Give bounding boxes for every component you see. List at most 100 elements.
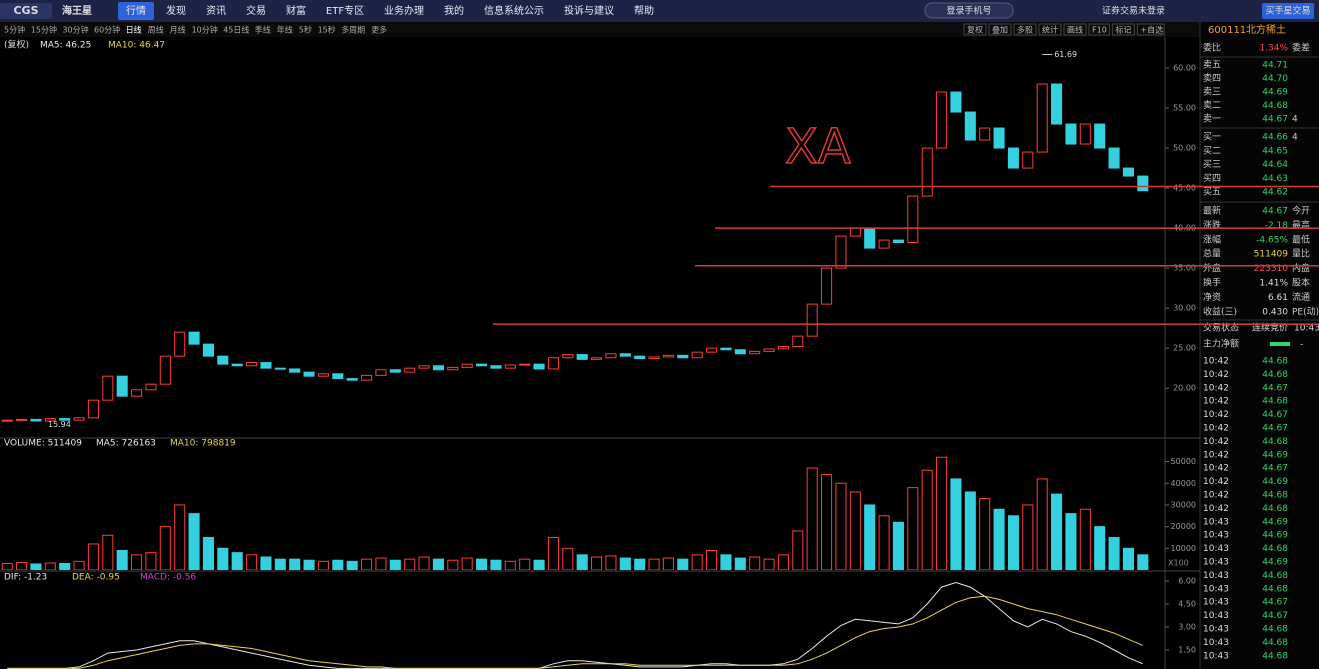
candle [1007, 147, 1019, 169]
tool-label[interactable]: 叠加 [992, 25, 1008, 35]
trade-status: 证券交易未登录 [1102, 5, 1165, 17]
y-tick-label: 25.00 [1173, 344, 1196, 353]
period-option[interactable]: 日线 [126, 25, 142, 35]
tool-button[interactable] [1088, 23, 1110, 36]
volume-bar [490, 559, 502, 570]
y-tick-label: 35.00 [1173, 264, 1196, 273]
volume-bar [979, 497, 991, 570]
volume-bar [1065, 513, 1077, 570]
nav-item[interactable]: 发现 [166, 4, 186, 17]
nav-item[interactable]: 帮助 [634, 4, 654, 17]
legend-entry: DEA: -0.95 [72, 573, 120, 583]
tick-price: 44.69 [1262, 558, 1288, 568]
period-option[interactable]: 5分钟 [4, 25, 25, 35]
volume-bar [174, 504, 186, 570]
nav-item[interactable]: 我的 [444, 4, 464, 17]
candle [1, 419, 13, 422]
volume-bar [936, 456, 948, 570]
tool-button[interactable] [1013, 23, 1037, 36]
nav-item[interactable]: 信息系统公示 [484, 4, 544, 17]
candle [432, 365, 444, 371]
tick-price: 44.68 [1262, 544, 1288, 554]
candle [691, 351, 703, 359]
nav-active [118, 2, 154, 20]
period-option[interactable]: 多周期 [341, 25, 365, 35]
volume-bar [792, 530, 804, 570]
volume-bar [116, 549, 128, 570]
volume-bar [131, 554, 143, 570]
candle [634, 355, 646, 360]
ask-level-value: 44.71 [1262, 61, 1288, 71]
phone-placeholder[interactable]: 登录手机号 [946, 5, 991, 17]
tick-time: 10:42 [1203, 450, 1229, 460]
app-name[interactable]: 海王星 [62, 4, 92, 17]
nav-item[interactable]: 财富 [286, 4, 306, 17]
candle [648, 356, 660, 360]
period-option[interactable]: 5秒 [299, 25, 312, 35]
nav-item[interactable]: 资讯 [206, 5, 226, 17]
tool-label[interactable]: +自选 [1140, 25, 1163, 35]
volume-bar [821, 474, 833, 570]
tool-label[interactable]: 多股 [1017, 25, 1033, 35]
tick-time: 10:42 [1203, 357, 1229, 367]
candle [231, 363, 243, 367]
volume-bar [864, 504, 876, 570]
nav-item[interactable]: 交易 [246, 4, 266, 17]
tool-button[interactable] [1038, 23, 1062, 36]
nav-item[interactable]: 业务办理 [384, 4, 424, 17]
tool-label[interactable]: 统计 [1042, 25, 1058, 35]
candle [763, 348, 775, 352]
candle [1022, 151, 1034, 169]
trade-button[interactable] [1262, 3, 1314, 19]
tool-button[interactable] [1136, 23, 1165, 36]
volume-bar [59, 562, 71, 570]
tool-button[interactable] [988, 23, 1012, 36]
period-option[interactable]: 年线 [277, 25, 293, 35]
trade-button-label[interactable]: 买手星交易 [1265, 5, 1310, 17]
bid-level-value: 44.66 [1262, 133, 1288, 143]
tool-label[interactable]: 标记 [1115, 25, 1131, 35]
candle [102, 375, 114, 401]
candle [964, 111, 976, 141]
period-option[interactable]: 15秒 [318, 25, 336, 35]
candle [317, 373, 329, 377]
candle [533, 363, 545, 370]
candle [260, 362, 272, 369]
tool-label[interactable]: 复权 [967, 25, 983, 35]
period-option[interactable]: 月线 [170, 25, 186, 35]
tool-button[interactable] [1111, 23, 1135, 36]
candle [389, 369, 401, 373]
stat-value: 6.61 [1268, 293, 1288, 303]
nav-item[interactable]: 行情 [126, 4, 146, 17]
period-option[interactable]: 季线 [255, 25, 271, 35]
volume-bar [188, 513, 200, 570]
period-option[interactable]: 周线 [148, 25, 164, 35]
volume-bar [1022, 504, 1034, 570]
tool-button[interactable] [1063, 23, 1087, 36]
tick-time: 10:42 [1203, 464, 1229, 474]
period-option[interactable]: 60分钟 [94, 25, 120, 35]
nav-item[interactable]: ETF专区 [326, 4, 364, 17]
bid-level-label: 买三 [1203, 159, 1221, 170]
volume-bar [389, 559, 401, 570]
tick-price: 44.68 [1262, 437, 1288, 447]
tool-button[interactable] [963, 23, 987, 36]
candle [605, 353, 617, 359]
tick-price: 44.68 [1262, 397, 1288, 407]
period-option[interactable]: 15分钟 [31, 25, 57, 35]
volume-bar [418, 556, 430, 570]
stat-extra: 最低 [1292, 233, 1310, 245]
volume-bar [964, 491, 976, 570]
volume-bar [102, 534, 114, 570]
tick-price: 44.68 [1262, 504, 1288, 514]
tool-label[interactable]: 画线 [1067, 25, 1083, 35]
period-option[interactable]: 30分钟 [62, 25, 88, 35]
nav-item[interactable]: 投诉与建议 [564, 4, 614, 17]
tool-label[interactable]: F10 [1092, 26, 1107, 35]
period-option[interactable]: 更多 [371, 25, 387, 35]
period-option[interactable]: 10分钟 [192, 25, 218, 35]
volume-bar [835, 482, 847, 570]
period-option[interactable]: 45日线 [223, 25, 249, 35]
tick-time: 10:43 [1203, 638, 1229, 648]
phone-input[interactable] [924, 2, 1014, 19]
